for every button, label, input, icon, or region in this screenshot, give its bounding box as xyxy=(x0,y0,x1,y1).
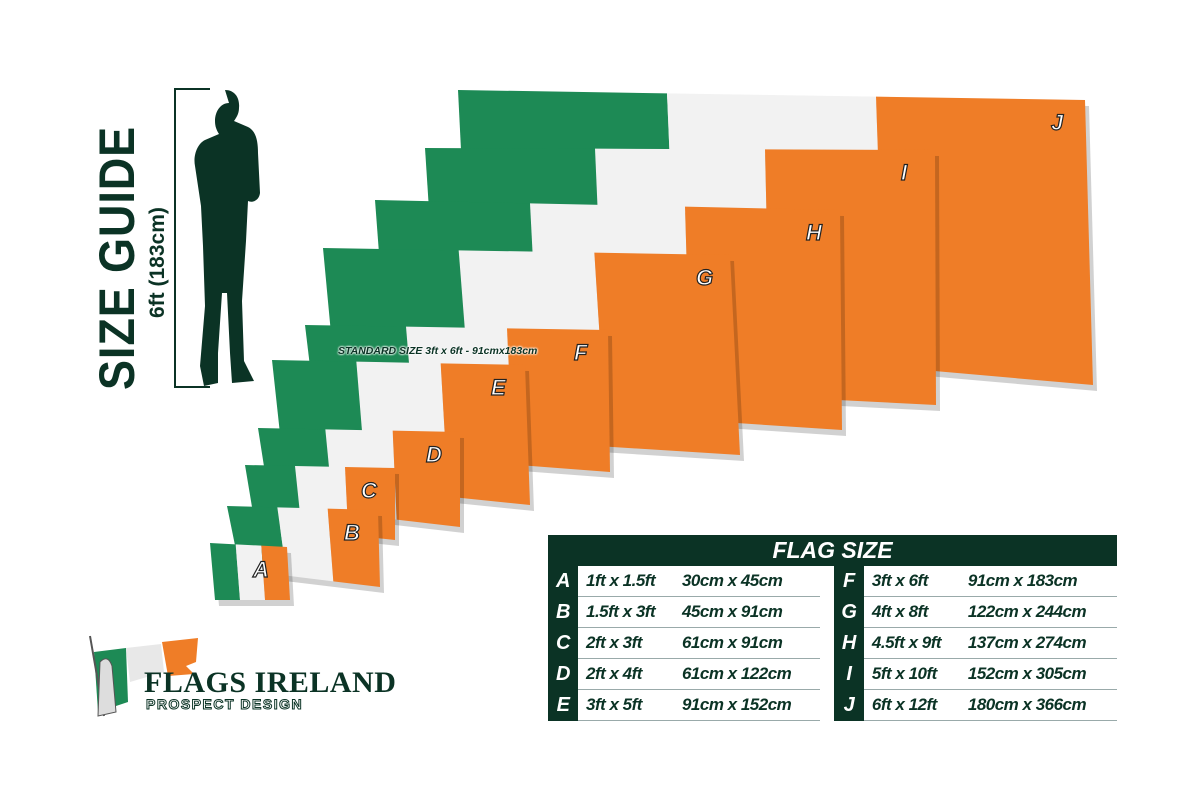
logo-name: FLAGS IRELAND xyxy=(144,666,397,699)
flag-stripe-orange xyxy=(261,545,290,600)
size-key: A xyxy=(548,566,578,597)
size-cm: 91cm x 183cm xyxy=(959,566,1117,597)
size-key: E xyxy=(548,689,578,721)
table-row: D 2ft x 4ft 61cm x 122cm I 5ft x 10ft 152cm x… xyxy=(548,658,1117,690)
flag-stripe-orange xyxy=(392,430,460,527)
flags-ireland-logo: FLAGS IRELAND PROSPECT DESIGN xyxy=(86,632,396,727)
column-gap xyxy=(820,690,834,721)
size-cm: 180cm x 366cm xyxy=(959,689,1117,721)
flag-a: A xyxy=(210,543,294,606)
size-cm: 91cm x 152cm xyxy=(673,689,820,721)
size-guide-title: SIZE GUIDE xyxy=(89,125,145,390)
height-label: 6ft (183cm) xyxy=(146,207,169,318)
flag-letter: F xyxy=(574,340,588,365)
size-ft: 2ft x 4ft xyxy=(578,658,674,690)
table-row: A 1ft x 1.5ft 30cm x 45cm F 3ft x 6ft 91cm x … xyxy=(548,566,1117,597)
flag-letter: I xyxy=(901,160,908,185)
table-row: B 1.5ft x 3ft 45cm x 91cm G 4ft x 8ft 122cm x… xyxy=(548,596,1117,628)
size-ft: 2ft x 3ft xyxy=(578,627,674,659)
size-key: F xyxy=(833,566,864,597)
flag-stripe-white xyxy=(235,544,265,600)
flag-letter: A xyxy=(252,557,269,582)
flag-letter: D xyxy=(426,442,442,467)
table-header: FLAG SIZE xyxy=(548,535,1117,566)
column-gap xyxy=(820,628,834,659)
flag-size-table: FLAG SIZE A 1ft x 1.5ft 30cm x 45cm F 3ft x … xyxy=(548,535,1117,721)
logo-tagline: PROSPECT DESIGN xyxy=(145,696,304,713)
column-gap xyxy=(820,566,834,597)
size-cm: 122cm x 244cm xyxy=(959,596,1117,628)
flag-letter: J xyxy=(1051,110,1064,135)
size-ft: 5ft x 10ft xyxy=(863,658,960,690)
flag-letter: C xyxy=(361,478,378,503)
size-key: B xyxy=(548,596,578,628)
size-key: I xyxy=(833,658,864,690)
size-ft: 4.5ft x 9ft xyxy=(863,627,960,659)
column-gap xyxy=(820,597,834,628)
flag-letter: H xyxy=(806,220,823,245)
flag-stripe-orange xyxy=(594,252,740,455)
size-cm: 152cm x 305cm xyxy=(959,658,1117,690)
flag-stripe-white xyxy=(277,507,334,582)
flag-stripe-orange xyxy=(507,328,610,472)
size-key: H xyxy=(833,627,864,659)
size-cm: 45cm x 91cm xyxy=(673,596,820,628)
size-ft: 4ft x 8ft xyxy=(863,596,960,628)
size-cm: 61cm x 122cm xyxy=(673,658,820,690)
size-cm: 137cm x 274cm xyxy=(959,627,1117,659)
size-cm: 30cm x 45cm xyxy=(673,566,820,597)
size-ft: 3ft x 5ft xyxy=(578,689,674,721)
size-cm: 61cm x 91cm xyxy=(673,627,820,659)
flag-stripe-green xyxy=(210,543,240,600)
table-row: E 3ft x 5ft 91cm x 152cm J 6ft x 12ft 180cm x… xyxy=(548,689,1117,721)
size-key: J xyxy=(833,689,864,721)
person-silhouette-icon xyxy=(194,90,260,386)
flag-stripe-orange xyxy=(440,363,530,505)
size-ft: 3ft x 6ft xyxy=(863,566,960,597)
logo-flag-emblem-icon xyxy=(89,635,198,717)
flag-letter: E xyxy=(491,375,507,400)
flag-letter: B xyxy=(344,520,360,545)
size-ft: 6ft x 12ft xyxy=(863,689,960,721)
height-bracket xyxy=(174,88,210,388)
size-ft: 1ft x 1.5ft xyxy=(578,566,674,597)
flag-letter: G xyxy=(696,265,713,290)
size-key: G xyxy=(833,596,864,628)
flag-stripe-orange xyxy=(327,508,380,587)
standard-size-note: STANDARD SIZE 3ft x 6ft - 91cmx183cm xyxy=(338,345,538,357)
size-key: D xyxy=(548,658,578,690)
table-row: C 2ft x 3ft 61cm x 91cm H 4.5ft x 9ft 137cm x… xyxy=(548,627,1117,659)
column-gap xyxy=(820,659,834,690)
size-ft: 1.5ft x 3ft xyxy=(578,596,674,628)
size-key: C xyxy=(548,627,578,659)
